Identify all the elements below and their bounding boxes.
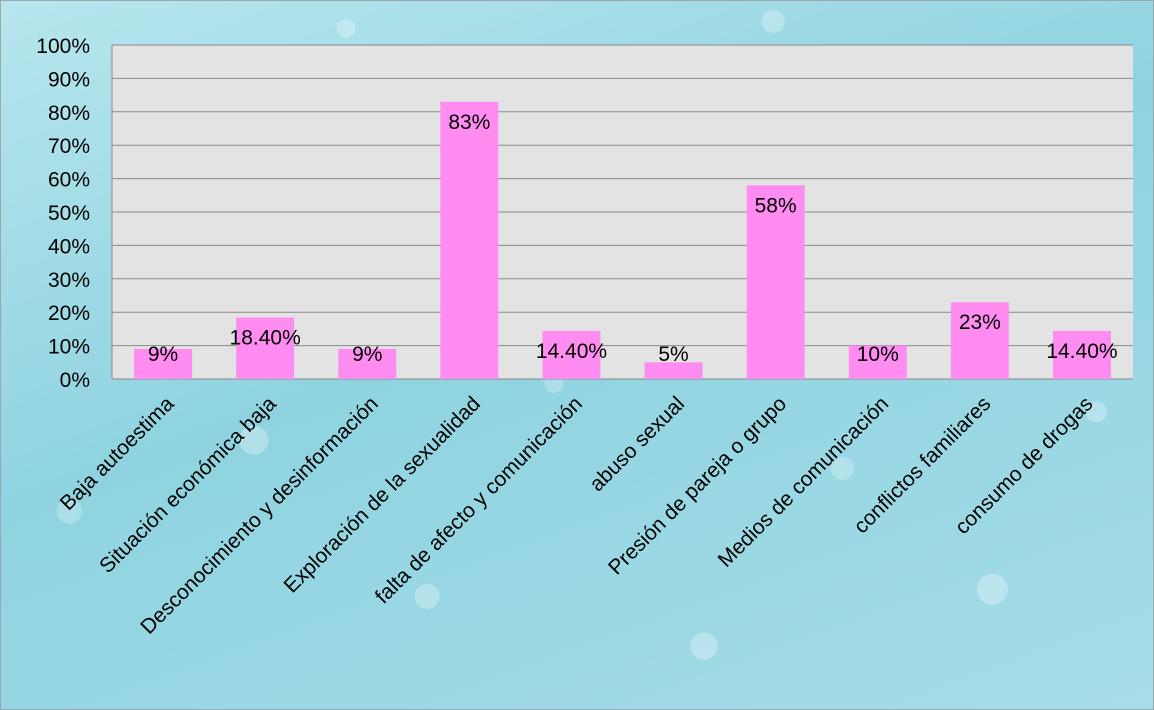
y-tick-label: 10% bbox=[48, 336, 90, 359]
bars bbox=[134, 101, 1111, 379]
y-tick-label: 70% bbox=[48, 135, 90, 158]
data-label: 23% bbox=[959, 311, 1001, 334]
y-tick-label: 0% bbox=[60, 369, 90, 392]
bar bbox=[440, 101, 499, 379]
category-label: Presión de pareja o grupo bbox=[604, 392, 791, 579]
data-label: 5% bbox=[658, 343, 688, 366]
y-axis-ticks: 0% 10% 20% 30% 40% 50% 60% 70% 80% 90% 100% bbox=[36, 35, 90, 392]
category-label: falta de afecto y comunicación bbox=[371, 392, 587, 608]
category-label: Exploración de la sexualidad bbox=[280, 392, 485, 597]
category-label: Situación económica baja bbox=[95, 392, 281, 578]
data-label: 14.40% bbox=[536, 340, 607, 363]
data-label: 83% bbox=[448, 111, 490, 134]
y-tick-label: 60% bbox=[48, 169, 90, 192]
data-label: 10% bbox=[857, 343, 899, 366]
data-label: 58% bbox=[755, 194, 797, 217]
bar bbox=[644, 362, 703, 379]
y-tick-label: 50% bbox=[48, 202, 90, 225]
bar bbox=[950, 302, 1009, 379]
data-label: 18.40% bbox=[230, 327, 301, 350]
y-tick-label: 20% bbox=[48, 302, 90, 325]
data-label: 9% bbox=[148, 343, 178, 366]
category-label: Medios de comunicación bbox=[714, 392, 894, 572]
y-tick-label: 40% bbox=[48, 235, 90, 258]
bar bbox=[1052, 330, 1111, 379]
data-label: 14.40% bbox=[1046, 340, 1117, 363]
gridlines bbox=[111, 44, 1133, 380]
data-labels: 9% 18.40% 9% 83% 14.40% 5% 58% 10% 23% 14.40% bbox=[148, 111, 1118, 366]
y-tick-label: 80% bbox=[48, 102, 90, 125]
bar bbox=[542, 330, 601, 379]
bar bbox=[848, 345, 907, 379]
y-tick-label: 30% bbox=[48, 269, 90, 292]
bar bbox=[236, 317, 295, 379]
y-tick-label: 100% bbox=[36, 35, 90, 58]
bar bbox=[134, 348, 193, 379]
y-tick-label: 90% bbox=[48, 68, 90, 91]
bar bbox=[338, 348, 397, 379]
data-label: 9% bbox=[352, 343, 382, 366]
bar bbox=[746, 185, 805, 379]
category-label: abuso sexual bbox=[585, 392, 689, 496]
